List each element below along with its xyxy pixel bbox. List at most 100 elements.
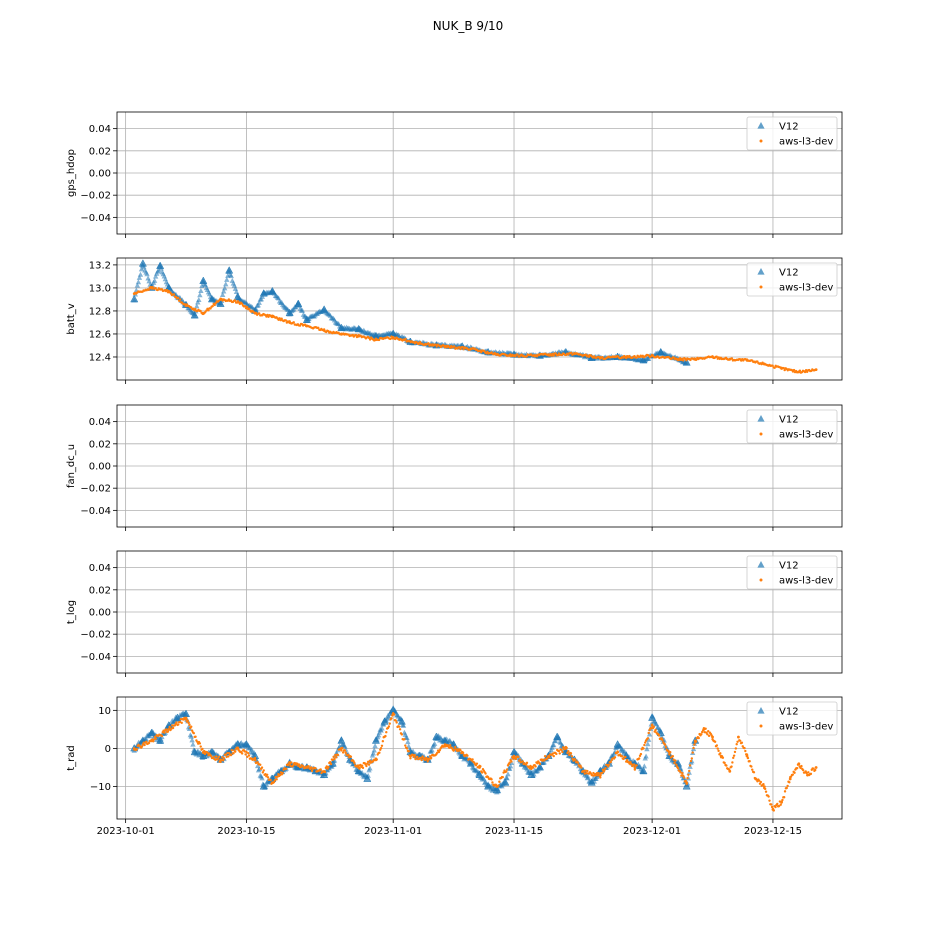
point-aws-l3-dev — [190, 729, 194, 732]
point-aws-l3-dev — [367, 763, 371, 766]
point-aws-l3-dev — [735, 743, 738, 746]
point-V12 — [410, 748, 416, 754]
point-V12 — [157, 739, 163, 745]
point-aws-l3-dev — [400, 733, 404, 736]
point-aws-l3-dev — [335, 756, 338, 759]
point-V12 — [135, 279, 142, 285]
point-aws-l3-dev — [746, 756, 750, 760]
point-V12 — [259, 293, 266, 299]
legend-marker-aws-l3-dev — [759, 432, 763, 436]
point-V12 — [190, 741, 196, 747]
point-aws-l3-dev — [336, 753, 340, 757]
point-aws-l3-dev — [751, 768, 754, 771]
point-aws-l3-dev — [569, 752, 573, 755]
point-aws-l3-dev — [154, 286, 157, 290]
point-V12 — [296, 302, 302, 308]
point-aws-l3-dev — [269, 778, 272, 782]
point-aws-l3-dev — [233, 299, 237, 302]
point-aws-l3-dev — [291, 764, 295, 767]
point-aws-l3-dev — [292, 321, 295, 324]
point-aws-l3-dev — [392, 713, 396, 716]
point-aws-l3-dev — [416, 755, 419, 759]
point-V12 — [507, 763, 514, 769]
point-aws-l3-dev — [323, 770, 327, 774]
point-aws-l3-dev — [691, 751, 694, 754]
point-aws-l3-dev — [574, 758, 577, 762]
point-aws-l3-dev — [800, 764, 803, 768]
point-aws-l3-dev — [229, 753, 233, 757]
point-aws-l3-dev — [358, 767, 361, 770]
point-aws-l3-dev — [344, 751, 347, 754]
point-aws-l3-dev — [380, 744, 384, 748]
point-aws-l3-dev — [453, 345, 456, 348]
point-V12 — [136, 274, 143, 280]
point-aws-l3-dev — [408, 754, 411, 757]
point-aws-l3-dev — [715, 355, 718, 358]
point-aws-l3-dev — [663, 743, 667, 746]
point-V12 — [367, 765, 373, 771]
point-aws-l3-dev — [176, 296, 180, 300]
point-aws-l3-dev — [567, 750, 570, 753]
legend-box — [746, 555, 838, 590]
point-aws-l3-dev — [471, 758, 474, 761]
point-V12 — [152, 273, 159, 279]
point-aws-l3-dev — [437, 750, 441, 754]
point-aws-l3-dev — [160, 734, 164, 738]
point-V12 — [640, 768, 647, 774]
point-aws-l3-dev — [272, 780, 276, 784]
y-tick-label: 0.00 — [89, 462, 111, 473]
point-aws-l3-dev — [732, 756, 735, 760]
point-V12 — [538, 764, 544, 770]
point-aws-l3-dev — [693, 743, 696, 746]
point-aws-l3-dev — [730, 357, 734, 360]
point-aws-l3-dev — [602, 770, 605, 773]
point-aws-l3-dev — [425, 757, 429, 760]
point-V12 — [502, 780, 509, 786]
point-aws-l3-dev — [650, 723, 654, 726]
point-aws-l3-dev — [514, 757, 517, 761]
legend-entry: V12 — [779, 268, 799, 279]
x-tick-label: 2023-12-01 — [623, 826, 681, 837]
point-aws-l3-dev — [723, 761, 726, 765]
point-aws-l3-dev — [710, 734, 713, 737]
point-aws-l3-dev — [646, 737, 650, 740]
point-aws-l3-dev — [777, 804, 781, 808]
point-aws-l3-dev — [341, 751, 345, 754]
point-aws-l3-dev — [773, 366, 776, 369]
point-aws-l3-dev — [343, 749, 347, 752]
point-aws-l3-dev — [194, 735, 197, 738]
point-aws-l3-dev — [175, 721, 178, 724]
point-aws-l3-dev — [728, 769, 731, 772]
point-aws-l3-dev — [314, 767, 317, 770]
point-V12 — [219, 292, 226, 298]
point-aws-l3-dev — [770, 805, 774, 809]
y-tick-label: −0.02 — [80, 484, 111, 495]
point-V12 — [189, 737, 195, 743]
point-V12 — [131, 297, 137, 303]
point-aws-l3-dev — [212, 755, 215, 759]
point-V12 — [224, 276, 230, 282]
point-aws-l3-dev — [738, 739, 742, 742]
point-aws-l3-dev — [681, 359, 685, 362]
point-V12 — [645, 736, 652, 742]
point-aws-l3-dev — [194, 307, 197, 311]
legend: V12 aws-l3-dev — [746, 555, 838, 590]
point-aws-l3-dev — [199, 309, 202, 313]
point-aws-l3-dev — [309, 766, 313, 769]
point-aws-l3-dev — [143, 743, 146, 747]
point-aws-l3-dev — [801, 768, 805, 772]
point-V12 — [248, 746, 255, 752]
point-aws-l3-dev — [310, 769, 314, 773]
point-aws-l3-dev — [525, 761, 529, 765]
point-aws-l3-dev — [667, 749, 670, 753]
point-aws-l3-dev — [244, 753, 247, 756]
point-aws-l3-dev — [781, 798, 784, 802]
point-aws-l3-dev — [543, 759, 546, 762]
point-aws-l3-dev — [390, 717, 393, 720]
point-V12 — [386, 714, 392, 720]
point-aws-l3-dev — [525, 355, 528, 358]
point-aws-l3-dev — [265, 773, 269, 777]
point-aws-l3-dev — [262, 769, 265, 772]
point-aws-l3-dev — [165, 288, 169, 292]
point-V12 — [541, 759, 547, 765]
